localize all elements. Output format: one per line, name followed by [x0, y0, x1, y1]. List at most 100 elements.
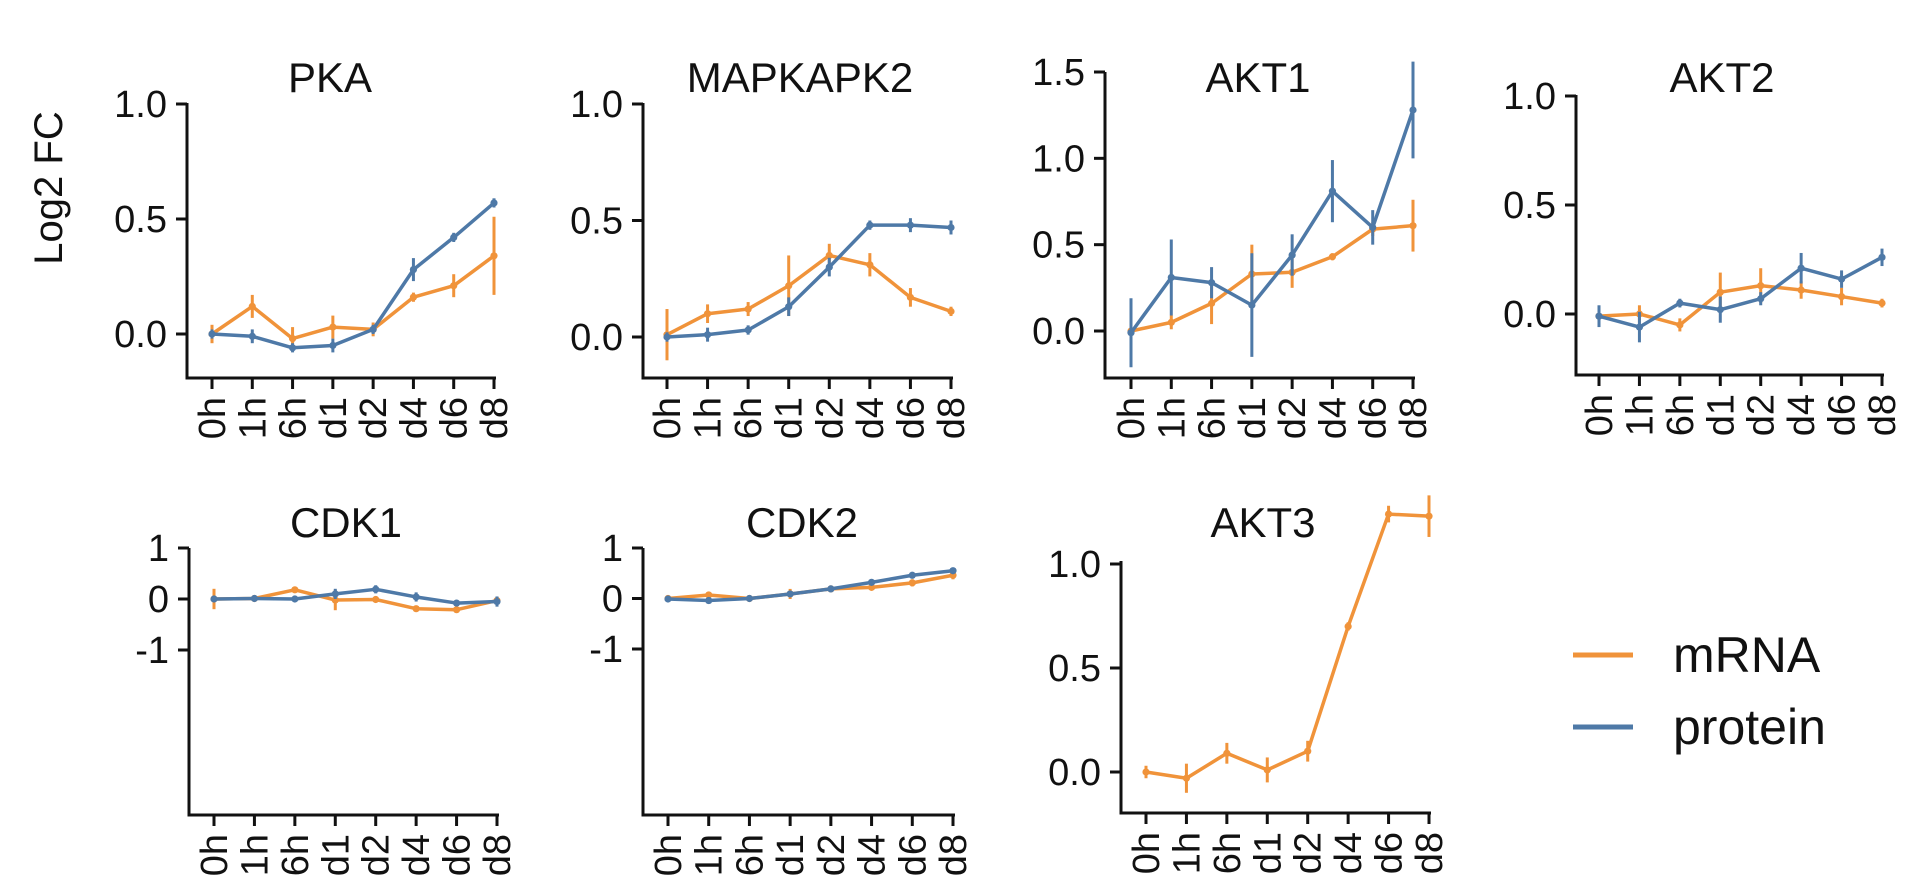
- x-tick-label-cdk2: d2: [811, 834, 853, 876]
- data-point-protein-cdk2: [949, 567, 957, 575]
- data-point-mrna-mapkapk2: [906, 293, 915, 301]
- legend: mRNA protein: [1573, 627, 1826, 755]
- data-point-protein-mapkapk2: [825, 263, 833, 271]
- x-tick-label-mapkapk2: 6h: [728, 397, 770, 439]
- data-point-mrna-akt3: [1425, 512, 1433, 520]
- series-line-mrna-akt2: [1598, 283, 1883, 327]
- x-tick-label-akt3: d8: [1409, 832, 1451, 874]
- y-tick-label-cdk1: 0: [148, 579, 169, 621]
- data-point-protein-akt1: [1207, 279, 1216, 287]
- data-point-mrna-cdk1: [412, 605, 420, 613]
- data-point-mrna-mapkapk2: [825, 251, 833, 260]
- x-tick-label-akt3: 0h: [1126, 832, 1168, 874]
- data-point-mrna-akt1: [1207, 299, 1216, 307]
- y-tick-label-akt2: 0.5: [1503, 185, 1556, 227]
- data-point-protein-akt2: [1635, 323, 1644, 331]
- x-tick-label-cdk2: d8: [933, 834, 975, 876]
- data-point-protein-pka: [490, 199, 498, 207]
- y-tick-label-akt1: 0.5: [1032, 225, 1085, 267]
- data-point-protein-pka: [409, 266, 418, 274]
- x-tick-label-pka: d2: [353, 397, 395, 439]
- data-point-protein-cdk2: [867, 578, 876, 586]
- data-point-mrna-akt3: [1182, 774, 1191, 782]
- data-point-protein-akt1: [1328, 187, 1337, 195]
- series-line-mrna-akt3: [1145, 512, 1430, 780]
- x-tick-label-mapkapk2: d8: [931, 397, 973, 439]
- x-tick-label-cdk2: 1h: [689, 834, 731, 876]
- y-tick-label-cdk2: 1: [602, 528, 623, 570]
- y-tick-label-akt1: 0.0: [1032, 311, 1085, 353]
- data-point-mrna-cdk1: [372, 595, 380, 604]
- data-point-mrna-akt1: [1328, 253, 1337, 261]
- legend-item-mrna: mRNA: [1573, 627, 1821, 683]
- data-point-mrna-akt2: [1878, 299, 1886, 307]
- data-point-protein-akt2: [1797, 264, 1805, 272]
- y-tick-label-cdk1: 1: [148, 528, 169, 570]
- data-point-protein-cdk2: [908, 571, 916, 579]
- x-tick-label-cdk2: d1: [770, 834, 812, 876]
- data-point-protein-akt2: [1757, 295, 1765, 303]
- x-tick-label-akt1: d4: [1312, 397, 1354, 439]
- y-tick-label-cdk2: -1: [589, 629, 623, 671]
- data-point-protein-mapkapk2: [866, 221, 874, 229]
- x-tick-label-cdk1: 0h: [194, 834, 236, 876]
- data-point-mrna-pka: [248, 302, 256, 310]
- data-point-mrna-pka: [288, 335, 297, 343]
- data-point-mrna-mapkapk2: [785, 282, 793, 290]
- y-tick-label-cdk1: -1: [135, 630, 169, 672]
- y-tick-label-mapkapk2: 0.5: [570, 201, 623, 243]
- x-tick-label-akt3: d4: [1328, 832, 1370, 874]
- panel-title-akt3: AKT3: [1210, 499, 1315, 546]
- legend-item-protein: protein: [1573, 699, 1826, 755]
- x-tick-label-akt3: d6: [1369, 832, 1411, 874]
- data-point-mrna-pka: [490, 252, 498, 260]
- y-axis-label: Log2 FC: [27, 111, 71, 264]
- x-tick-label-cdk1: d6: [437, 834, 479, 876]
- x-tick-label-mapkapk2: 0h: [647, 397, 689, 439]
- data-point-protein-akt1: [1288, 251, 1296, 259]
- legend-label-mrna: mRNA: [1673, 627, 1821, 683]
- data-point-mrna-akt2: [1676, 321, 1684, 329]
- data-point-protein-mapkapk2: [663, 333, 671, 341]
- data-point-mrna-cdk1: [291, 586, 299, 594]
- data-point-protein-cdk2: [786, 590, 794, 598]
- data-point-protein-pka: [369, 325, 377, 333]
- data-point-mrna-akt2: [1797, 286, 1805, 294]
- series-line-protein-akt2: [1598, 255, 1883, 329]
- series-line-protein-cdk1: [213, 587, 498, 605]
- data-point-protein-mapkapk2: [703, 331, 712, 339]
- x-tick-label-akt3: 1h: [1166, 832, 1208, 874]
- series-line-protein-cdk2: [667, 568, 954, 603]
- x-tick-label-mapkapk2: d2: [809, 397, 851, 439]
- y-tick-label-mapkapk2: 0.0: [570, 317, 623, 359]
- data-point-protein-akt2: [1595, 312, 1603, 320]
- data-point-mrna-mapkapk2: [866, 261, 874, 269]
- data-point-protein-akt1: [1167, 273, 1175, 282]
- data-point-mrna-akt2: [1716, 288, 1724, 296]
- x-tick-label-akt2: 1h: [1619, 394, 1661, 436]
- x-tick-label-pka: d6: [434, 397, 476, 439]
- data-point-mrna-cdk2: [908, 579, 916, 587]
- data-point-mrna-cdk2: [705, 591, 713, 599]
- data-point-protein-akt1: [1409, 106, 1417, 114]
- data-point-mrna-akt3: [1304, 747, 1312, 755]
- data-point-mrna-akt3: [1384, 510, 1393, 518]
- data-point-protein-cdk2: [664, 595, 672, 603]
- x-tick-label-pka: d4: [393, 397, 435, 439]
- x-tick-label-pka: 0h: [192, 397, 234, 439]
- data-point-protein-cdk1: [210, 595, 218, 603]
- panel-title-cdk2: CDK2: [746, 499, 858, 546]
- x-tick-label-akt2: d1: [1700, 394, 1742, 436]
- series-line-mrna-akt1: [1130, 223, 1414, 333]
- data-point-protein-akt2: [1716, 306, 1724, 314]
- data-point-protein-akt1: [1369, 223, 1377, 231]
- x-tick-label-akt2: d8: [1862, 394, 1904, 436]
- data-point-protein-cdk2: [705, 596, 713, 605]
- data-point-protein-cdk1: [452, 599, 461, 607]
- data-point-protein-cdk2: [745, 594, 754, 603]
- panel-title-akt2: AKT2: [1669, 54, 1774, 101]
- data-point-protein-pka: [329, 341, 337, 350]
